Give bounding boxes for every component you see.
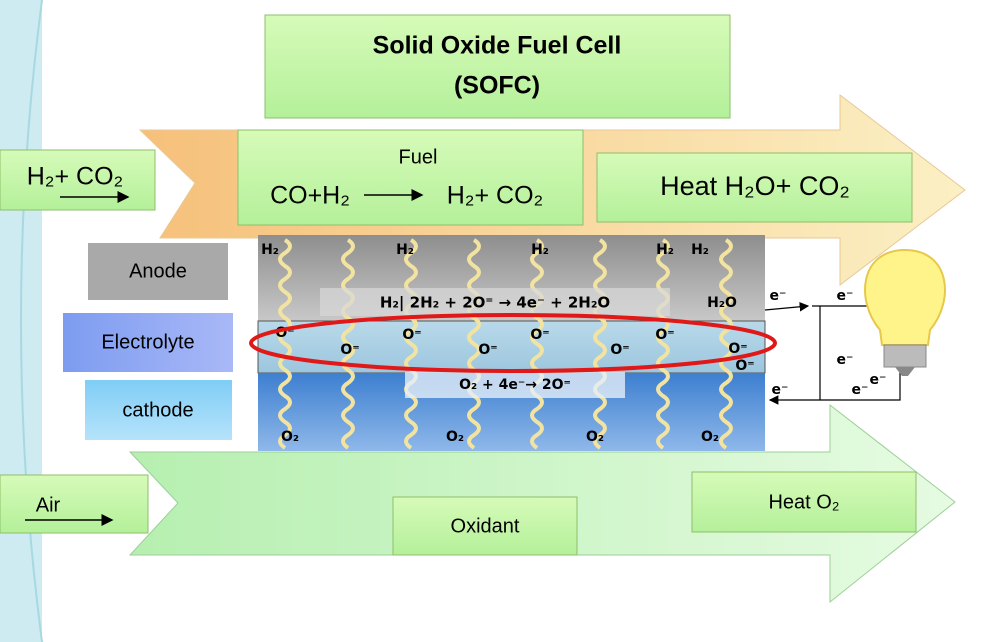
- h2-label: H₂: [396, 242, 414, 258]
- ion-label: O⁼: [478, 342, 497, 358]
- electrolyte-box: [63, 313, 233, 372]
- cathode-reaction: O₂ + 4e⁻→ 2O⁼: [459, 377, 571, 393]
- exhaust-air-box: [691, 471, 917, 533]
- h2-label: H₂: [261, 242, 279, 258]
- h2o-label: H₂O: [707, 295, 737, 311]
- cathode-box: [85, 380, 232, 440]
- h2-label: H₂: [691, 242, 709, 258]
- pores: [278, 238, 733, 450]
- electron-label: e⁻: [770, 288, 787, 304]
- pore: [467, 238, 481, 450]
- pore: [656, 238, 670, 450]
- electron-label: e⁻: [852, 382, 869, 398]
- electron-label: e⁻: [870, 372, 887, 388]
- pore: [341, 238, 355, 450]
- products: H₂+ CO₂: [447, 182, 544, 210]
- anode-reaction: H₂| 2H₂ + 2O⁼ → 4e⁻ + 2H₂O: [380, 294, 610, 313]
- inlet-fuel: H₂+ CO₂: [27, 163, 124, 191]
- ion-label: O⁼: [735, 358, 754, 374]
- h2-label: H₂: [531, 242, 549, 258]
- o2-label: O₂: [586, 429, 604, 445]
- pore: [593, 238, 607, 450]
- ion-label: O⁼: [610, 342, 629, 358]
- title-box: [264, 14, 731, 119]
- exhaust-box: [596, 152, 913, 223]
- reaction-band: [405, 372, 625, 398]
- exhaust-fuel: Heat H₂O+ CO₂: [660, 171, 850, 201]
- title: (SOFC): [454, 72, 540, 100]
- o2-label: O₂: [446, 429, 464, 445]
- fuel-label: Fuel: [399, 146, 438, 168]
- electron-label: e⁻: [837, 288, 854, 304]
- oxidant: Oxidant: [451, 515, 520, 537]
- pore: [278, 238, 292, 450]
- o2-label: O₂: [701, 429, 719, 445]
- reaction-band: [320, 288, 670, 316]
- pore: [719, 238, 733, 450]
- fuel-box: [237, 129, 584, 226]
- inlet-air: Air: [36, 494, 61, 516]
- exhaust-air: Heat O₂: [768, 491, 839, 513]
- layer-label: cathode: [122, 399, 193, 421]
- reactants: CO+H₂: [270, 182, 350, 210]
- pore: [404, 238, 418, 450]
- ion-label: O⁼: [655, 327, 674, 343]
- electron-label: e⁻: [772, 382, 789, 398]
- pore: [530, 238, 544, 450]
- h2-label: H₂: [656, 242, 674, 258]
- ion-label: O⁼: [728, 341, 747, 357]
- layer-label: Electrolyte: [101, 331, 194, 353]
- slide-edge: [20, 0, 43, 642]
- light-bulb: [864, 248, 946, 376]
- highlight-ellipse: [249, 313, 777, 373]
- layer-label: Anode: [129, 260, 187, 282]
- title: Solid Oxide Fuel Cell: [373, 32, 622, 60]
- o2-label: O₂: [281, 429, 299, 445]
- electron-label: e⁻: [837, 352, 854, 368]
- oxidant-box: [392, 496, 578, 556]
- air-box: [0, 474, 149, 534]
- ion-label: O⁼: [402, 327, 421, 343]
- ion-label: O⁼: [340, 342, 359, 358]
- anode-box: [88, 243, 228, 300]
- ion-label: O⁼: [530, 327, 549, 343]
